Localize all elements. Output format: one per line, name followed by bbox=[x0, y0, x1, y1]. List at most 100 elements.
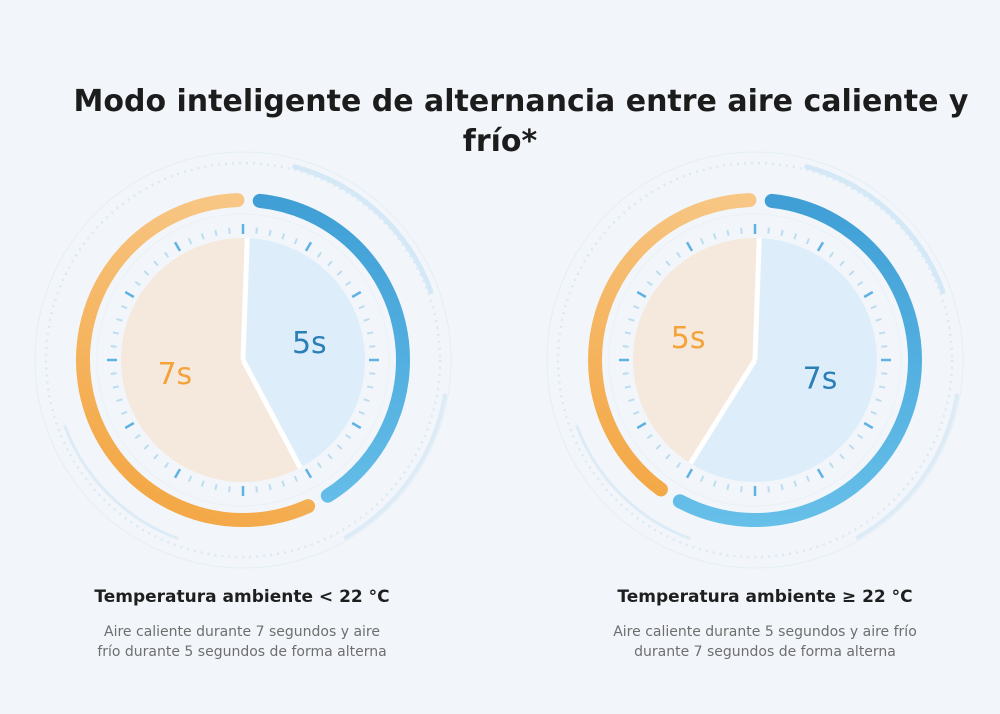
tick-mark bbox=[699, 475, 705, 482]
tick-mark bbox=[110, 372, 117, 375]
tick-mark bbox=[622, 345, 629, 348]
tick-mark bbox=[134, 281, 141, 287]
tick-mark bbox=[358, 410, 365, 416]
hot-cold-dial-below-22: 7s 5s bbox=[34, 151, 452, 569]
caption-description-line: durante 7 segundos de forma alterna bbox=[634, 644, 896, 660]
tick-mark bbox=[740, 227, 743, 234]
tick-mark bbox=[255, 227, 258, 234]
tick-mark bbox=[839, 453, 845, 460]
tick-mark bbox=[345, 433, 352, 439]
tick-mark bbox=[805, 475, 811, 482]
tick-mark bbox=[121, 304, 128, 310]
tick-mark bbox=[214, 484, 218, 491]
caption-description-line: Aire caliente durante 7 segundos y aire bbox=[104, 624, 380, 640]
sector-divider bbox=[752, 237, 762, 361]
tick-mark bbox=[726, 484, 730, 491]
tick-mark bbox=[848, 444, 855, 450]
tick-mark bbox=[780, 484, 784, 491]
tick-mark bbox=[173, 241, 182, 252]
hot-sector bbox=[121, 237, 301, 482]
tick-mark bbox=[875, 317, 882, 322]
halo-arc bbox=[855, 393, 959, 540]
tick-mark bbox=[369, 345, 376, 348]
tick-mark bbox=[633, 410, 640, 416]
tick-mark bbox=[345, 281, 352, 287]
halo-arc bbox=[63, 424, 179, 540]
tick-mark bbox=[200, 480, 205, 487]
caption-description-line: Aire caliente durante 5 segundos y aire … bbox=[613, 624, 917, 640]
hot-arc bbox=[76, 193, 316, 527]
tick-mark bbox=[628, 317, 635, 322]
inner-halo-ring bbox=[96, 213, 390, 507]
tick-mark bbox=[780, 229, 784, 236]
halo-arc bbox=[292, 164, 434, 295]
cold-arc bbox=[672, 193, 922, 527]
tick-mark bbox=[881, 372, 888, 375]
tick-mark bbox=[293, 238, 299, 245]
tick-mark bbox=[624, 385, 631, 389]
hot-seconds-label: 5s bbox=[671, 321, 706, 356]
tick-mark bbox=[857, 433, 864, 439]
caption-above-22: Temperatura ambiente ≥ 22 °C Aire calien… bbox=[565, 584, 965, 662]
tick-mark bbox=[828, 251, 834, 258]
halo-arc bbox=[343, 393, 447, 540]
cold-seconds-label: 7s bbox=[803, 361, 838, 396]
tick-mark bbox=[676, 251, 682, 258]
tick-mark bbox=[187, 238, 193, 245]
tick-mark bbox=[793, 233, 798, 240]
tick-mark bbox=[255, 486, 258, 493]
tick-mark bbox=[676, 462, 682, 469]
tick-mark bbox=[293, 475, 299, 482]
tick-mark bbox=[110, 345, 117, 348]
tick-mark bbox=[863, 290, 874, 299]
tick-mark bbox=[665, 260, 671, 267]
hot-cold-dial-above-22: 5s 7s bbox=[546, 151, 964, 569]
halo-arc bbox=[575, 424, 691, 540]
tick-mark bbox=[369, 372, 376, 375]
tick-mark bbox=[316, 462, 322, 469]
tick-mark bbox=[281, 480, 286, 487]
page-title: Modo inteligente de alternancia entre ai… bbox=[0, 82, 1000, 162]
tick-mark bbox=[367, 385, 374, 389]
tick-mark bbox=[214, 229, 218, 236]
tick-mark bbox=[685, 468, 694, 479]
tick-mark bbox=[367, 331, 374, 335]
tick-mark bbox=[839, 260, 845, 267]
tick-mark bbox=[327, 453, 333, 460]
cold-sector bbox=[243, 238, 366, 468]
tick-mark bbox=[726, 229, 730, 236]
tick-mark bbox=[268, 484, 272, 491]
tick-mark bbox=[767, 227, 770, 234]
tick-mark bbox=[143, 444, 150, 450]
tick-mark bbox=[228, 227, 231, 234]
cold-arc bbox=[252, 193, 410, 503]
tick-mark bbox=[112, 385, 119, 389]
tick-mark bbox=[164, 462, 170, 469]
tick-mark bbox=[124, 421, 135, 430]
caption-heading: Temperatura ambiente ≥ 22 °C bbox=[617, 587, 913, 607]
tick-mark bbox=[112, 331, 119, 335]
hot-arc bbox=[588, 193, 757, 497]
tick-mark bbox=[655, 270, 662, 276]
tick-mark bbox=[870, 410, 877, 416]
caption-description: Aire caliente durante 5 segundos y aire … bbox=[565, 622, 965, 662]
caption-below-22: Temperatura ambiente < 22 °C Aire calien… bbox=[42, 584, 442, 662]
tick-mark bbox=[121, 410, 128, 416]
tick-mark bbox=[636, 290, 647, 299]
tick-mark bbox=[327, 260, 333, 267]
inner-halo-ring bbox=[608, 213, 902, 507]
tick-mark bbox=[805, 238, 811, 245]
tick-mark bbox=[153, 260, 159, 267]
caption-heading: Temperatura ambiente < 22 °C bbox=[94, 587, 390, 607]
tick-mark bbox=[336, 270, 343, 276]
tick-mark bbox=[863, 421, 874, 430]
tick-mark bbox=[857, 281, 864, 287]
tick-mark bbox=[879, 331, 886, 335]
tick-mark bbox=[816, 241, 825, 252]
hot-sector bbox=[632, 237, 760, 464]
tick-mark bbox=[665, 453, 671, 460]
sector-divider bbox=[240, 237, 250, 361]
halo-ring bbox=[34, 151, 452, 569]
cold-sector bbox=[690, 238, 877, 482]
tick-mark bbox=[228, 486, 231, 493]
